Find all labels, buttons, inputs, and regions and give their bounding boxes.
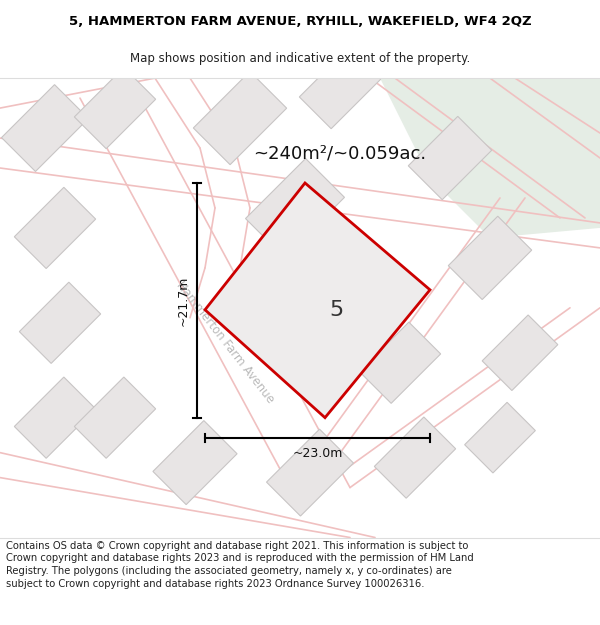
- Polygon shape: [193, 71, 287, 164]
- Polygon shape: [74, 377, 155, 458]
- Polygon shape: [299, 48, 380, 129]
- Polygon shape: [205, 183, 430, 418]
- Text: Map shows position and indicative extent of the property.: Map shows position and indicative extent…: [130, 52, 470, 65]
- Polygon shape: [14, 377, 95, 458]
- Polygon shape: [2, 84, 88, 171]
- Polygon shape: [153, 421, 237, 504]
- Text: ~23.0m: ~23.0m: [292, 447, 343, 460]
- Polygon shape: [448, 216, 532, 299]
- Polygon shape: [464, 402, 535, 473]
- Polygon shape: [319, 238, 401, 319]
- Text: ~21.7m: ~21.7m: [176, 275, 190, 326]
- Polygon shape: [74, 68, 155, 149]
- Polygon shape: [380, 78, 600, 238]
- Polygon shape: [408, 116, 492, 199]
- Polygon shape: [14, 188, 95, 269]
- Polygon shape: [19, 282, 101, 363]
- Polygon shape: [482, 315, 558, 391]
- Text: 5: 5: [329, 300, 343, 320]
- Text: 5, HAMMERTON FARM AVENUE, RYHILL, WAKEFIELD, WF4 2QZ: 5, HAMMERTON FARM AVENUE, RYHILL, WAKEFI…: [68, 16, 532, 28]
- Text: Contains OS data © Crown copyright and database right 2021. This information is : Contains OS data © Crown copyright and d…: [6, 541, 474, 589]
- Text: ~240m²/~0.059ac.: ~240m²/~0.059ac.: [253, 144, 427, 162]
- Polygon shape: [359, 322, 440, 403]
- Polygon shape: [374, 417, 455, 498]
- Polygon shape: [266, 429, 353, 516]
- Text: Hammerton Farm Avenue: Hammerton Farm Avenue: [173, 279, 277, 406]
- Polygon shape: [245, 159, 344, 258]
